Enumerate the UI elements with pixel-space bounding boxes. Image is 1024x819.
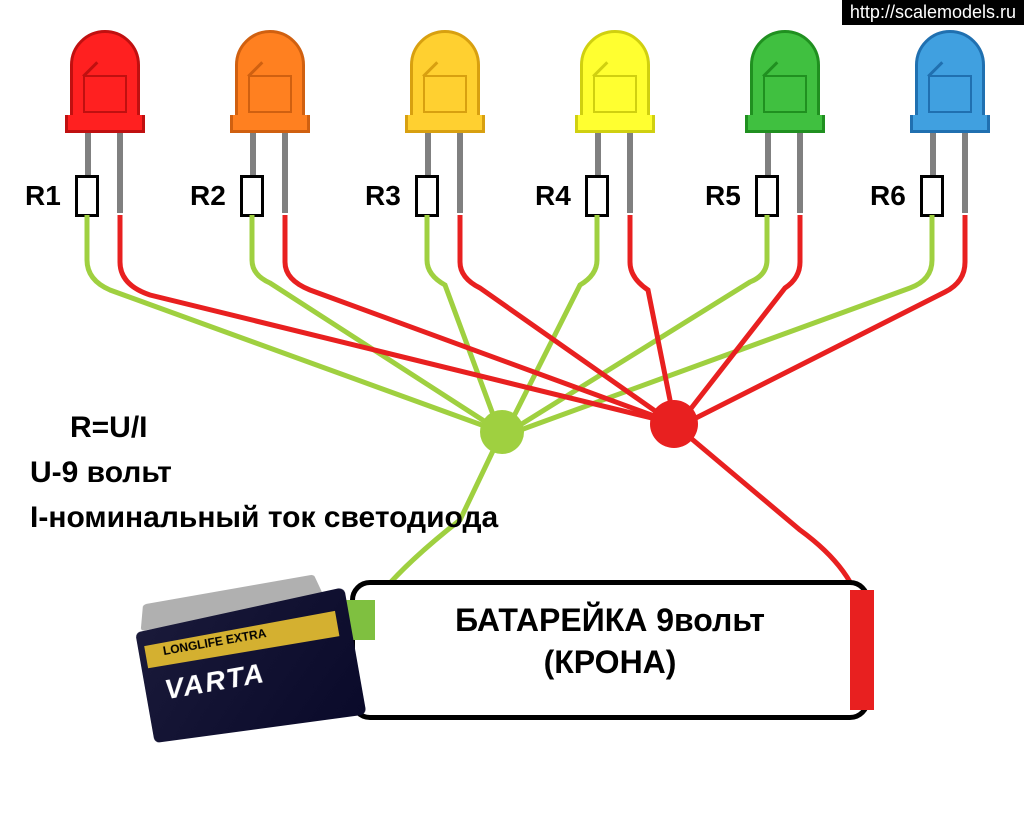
node-positive — [650, 400, 698, 448]
wire-positive — [682, 215, 800, 420]
formula-line2: U-9 вольт — [30, 450, 498, 495]
formula-text: R=U/I U-9 вольт I-номинальный ток светод… — [30, 405, 498, 540]
formula-line3: I-номинальный ток светодиода — [30, 495, 498, 540]
battery-terminal-positive — [850, 590, 874, 710]
battery-label-line2: (КРОНА) — [410, 642, 810, 684]
battery-label-line1: БАТАРЕЙКА 9вольт — [410, 600, 810, 642]
wire-negative — [87, 215, 490, 428]
watermark-url: http://scalemodels.ru — [842, 0, 1024, 25]
formula-line1: R=U/I — [70, 405, 498, 450]
wire-positive — [285, 215, 665, 420]
battery-label: БАТАРЕЙКА 9вольт (КРОНА) — [410, 600, 810, 683]
